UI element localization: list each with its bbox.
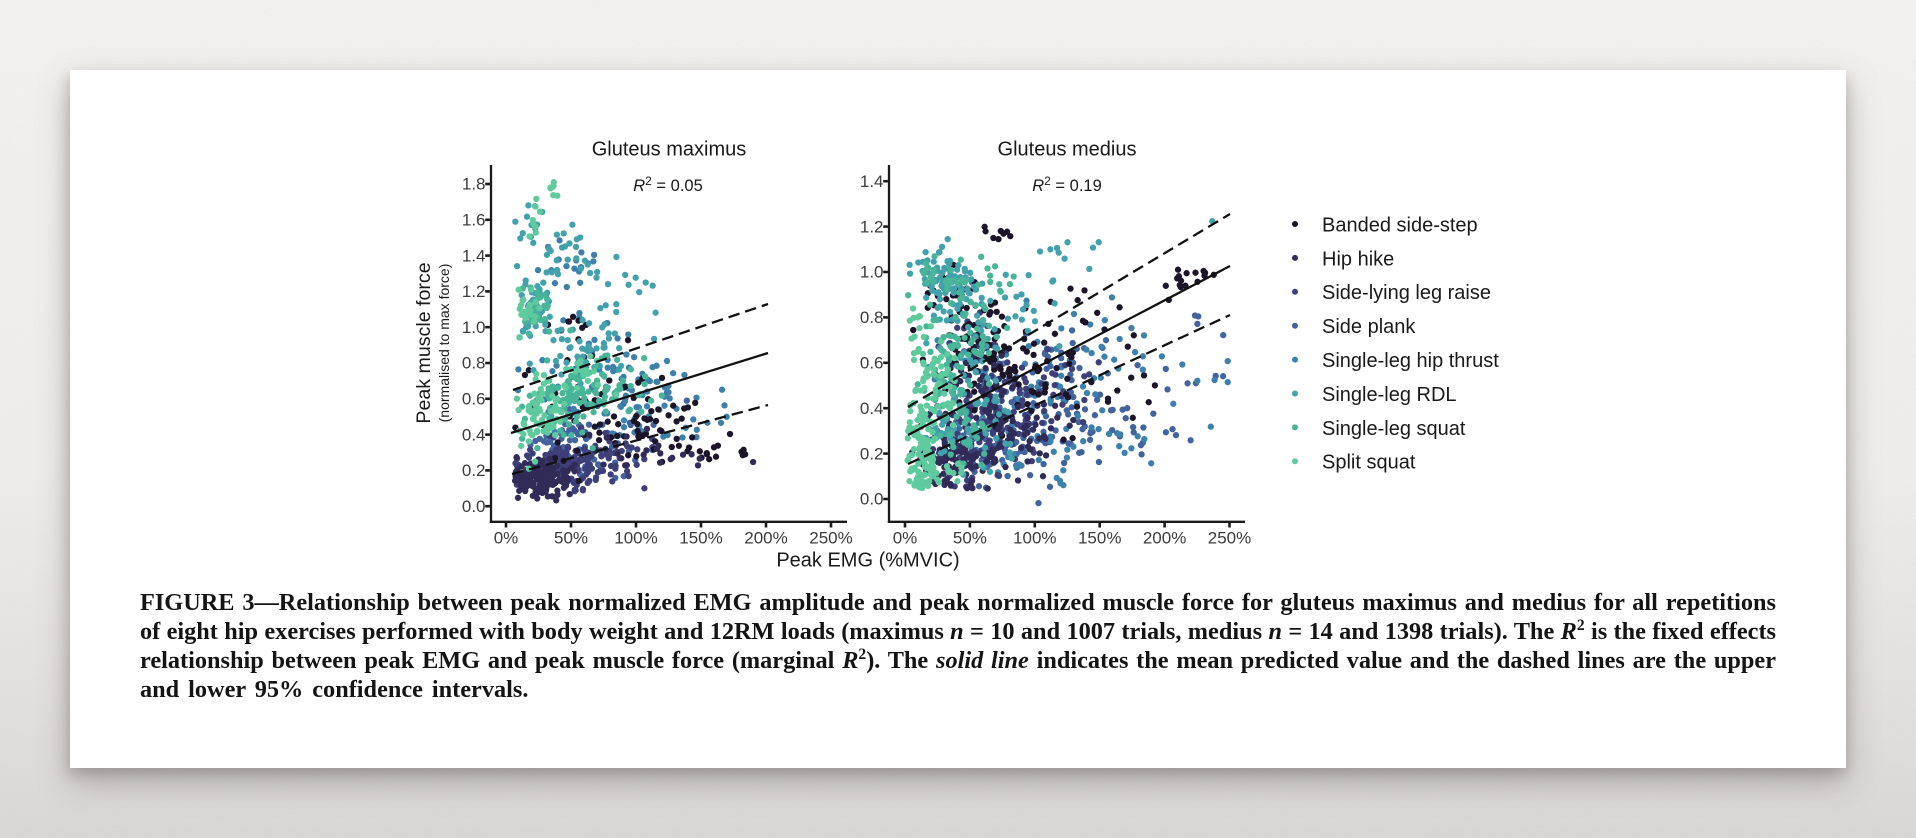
svg-text:Gluteus medius: Gluteus medius [998,138,1137,160]
svg-text:0.2: 0.2 [860,444,884,463]
svg-text:1.6: 1.6 [462,211,486,230]
svg-text:1.0: 1.0 [462,318,486,337]
svg-text:(normalised to max force): (normalised to max force) [436,264,452,423]
svg-text:200%: 200% [1143,529,1186,548]
svg-text:100%: 100% [614,529,657,548]
svg-text:50%: 50% [953,529,987,548]
svg-text:0.0: 0.0 [462,497,486,516]
svg-text:50%: 50% [554,529,588,548]
svg-text:150%: 150% [679,529,722,548]
svg-text:0.6: 0.6 [860,354,884,373]
svg-text:1.4: 1.4 [462,246,486,265]
svg-text:Hip hike: Hip hike [1322,248,1394,270]
svg-text:Single-leg hip thrust: Single-leg hip thrust [1322,350,1499,372]
svg-text:0.8: 0.8 [860,308,884,327]
svg-text:Side plank: Side plank [1322,316,1416,338]
svg-text:250%: 250% [1208,529,1251,548]
svg-text:Single-leg squat: Single-leg squat [1322,418,1466,440]
svg-text:0.8: 0.8 [462,354,486,373]
svg-text:Peak muscle force: Peak muscle force [413,262,435,423]
svg-text:0.6: 0.6 [462,390,486,409]
svg-text:0.0: 0.0 [860,490,884,509]
svg-text:0%: 0% [893,529,918,548]
svg-text:150%: 150% [1078,529,1121,548]
svg-text:Split squat: Split squat [1322,452,1416,474]
svg-text:1.4: 1.4 [860,172,884,191]
svg-text:R2 = 0.05: R2 = 0.05 [633,174,703,195]
svg-text:250%: 250% [809,529,852,548]
svg-text:0.4: 0.4 [860,399,884,418]
svg-text:1.0: 1.0 [860,263,884,282]
svg-text:100%: 100% [1013,529,1056,548]
svg-text:0.4: 0.4 [462,425,486,444]
svg-text:Gluteus maximus: Gluteus maximus [592,138,747,160]
svg-text:R2 = 0.19: R2 = 0.19 [1032,174,1102,195]
svg-text:0%: 0% [494,529,519,548]
svg-text:0.2: 0.2 [462,461,486,480]
svg-text:1.2: 1.2 [462,282,486,301]
svg-text:Peak EMG (%MVIC): Peak EMG (%MVIC) [776,550,959,572]
svg-text:Single-leg RDL: Single-leg RDL [1322,384,1457,406]
svg-text:Banded side-step: Banded side-step [1322,214,1478,236]
svg-text:200%: 200% [744,529,787,548]
svg-text:1.2: 1.2 [860,217,884,236]
svg-text:Side-lying leg raise: Side-lying leg raise [1322,282,1491,304]
svg-text:1.8: 1.8 [462,175,486,194]
